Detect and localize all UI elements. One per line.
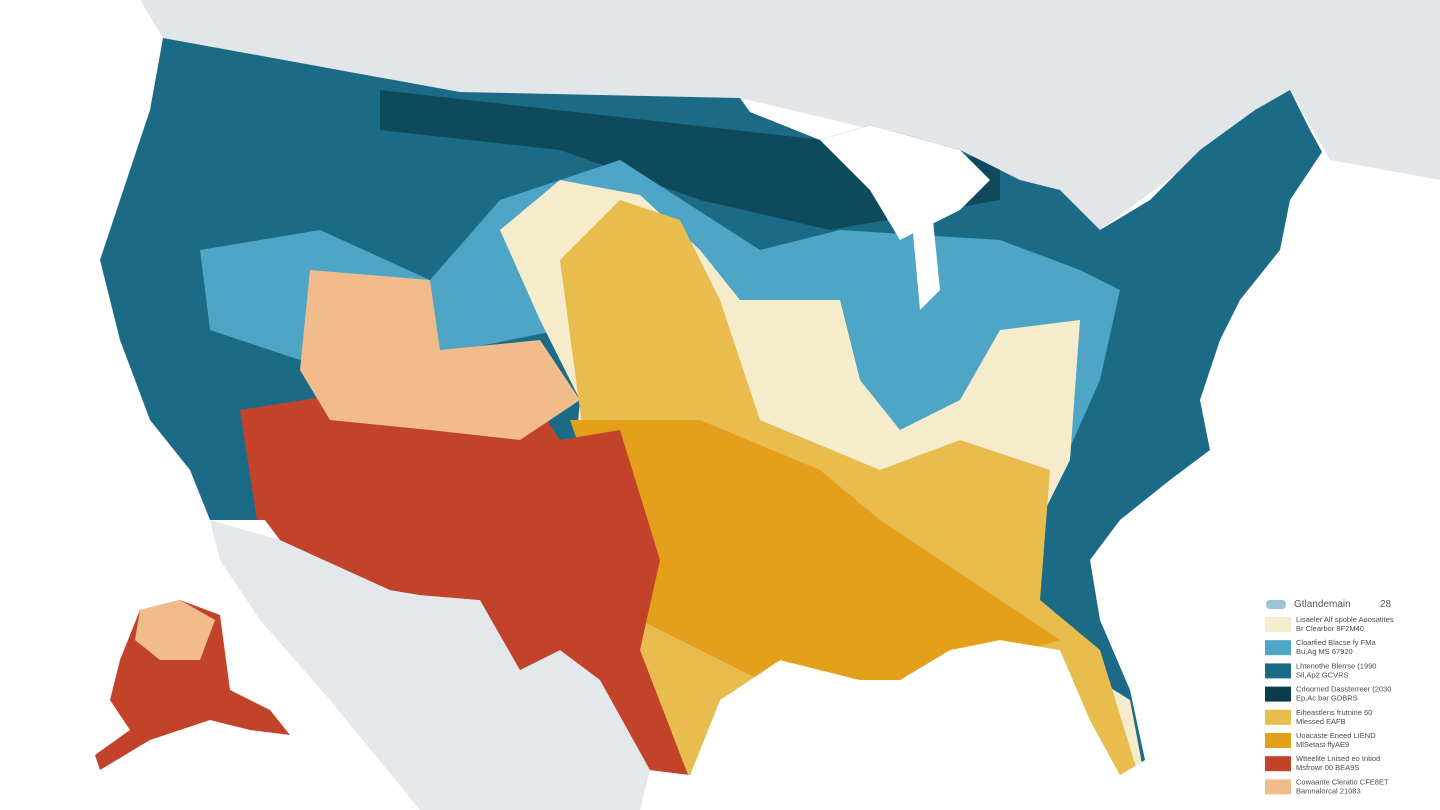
region-north (380, 90, 1000, 230)
legend-swatch (1265, 709, 1291, 725)
legend-sublabel: Br Clearbor 8F2M40 (1296, 624, 1364, 633)
lake-michigan (910, 190, 940, 310)
legend-sublabel: Bamnalorcal 21083 (1296, 786, 1361, 795)
legend-swatch (1265, 640, 1291, 656)
region-peach (300, 270, 580, 440)
legend-title: Gtlandemain (1294, 599, 1351, 610)
legend-label: Lhtenothe Blerrse (1990 (1296, 661, 1376, 670)
legend: Gtlandemain 28 Lisaeler Alf spoble Aoosa… (1265, 599, 1394, 795)
legend-label: Uoacaste Eneed LIEND (1296, 731, 1376, 740)
mexico (210, 520, 650, 810)
choropleth (100, 38, 1322, 775)
legend-sublabel: Ep,Ac bar GDBRS (1296, 694, 1358, 703)
legend-sublabel: MlSetast ffyAE9 (1296, 740, 1349, 749)
legend-swatch (1265, 663, 1291, 679)
legend-number: 28 (1380, 599, 1392, 610)
legend-swatch (1265, 756, 1291, 772)
legend-sublabel: Bu,Ag MS 67920 (1296, 647, 1353, 656)
legend-swatch (1265, 779, 1291, 795)
legend-label: Lisaeler Alf spoble Aoosatites (1296, 615, 1394, 624)
lakes (820, 125, 990, 240)
alaska-north (135, 600, 215, 660)
legend-label: Wtteelite Lnised eo Intiod (1296, 754, 1380, 763)
legend-label: Cowaante Cleratio CFE8ET (1296, 777, 1389, 786)
canada (140, 0, 1440, 230)
legend-swatch (1265, 733, 1291, 748)
region-orange (570, 420, 1060, 690)
legend-swatch (1265, 686, 1291, 702)
legend-sublabel: Msfrowr 00 BEA9S (1296, 763, 1359, 772)
legend-label: Crloorned Dassterreer (2030 (1296, 685, 1391, 694)
legend-swatch (1265, 617, 1291, 632)
legend-label: Eiheastlens frutnine 60 (1296, 708, 1372, 717)
legend-icon (1266, 600, 1286, 609)
legend-label: Cloarfied Blacse fy FMa (1296, 638, 1376, 647)
legend-sublabel: Mlessed EAFB (1296, 717, 1346, 726)
legend-sublabel: Sil,Ap2 GCVRS (1296, 670, 1349, 679)
